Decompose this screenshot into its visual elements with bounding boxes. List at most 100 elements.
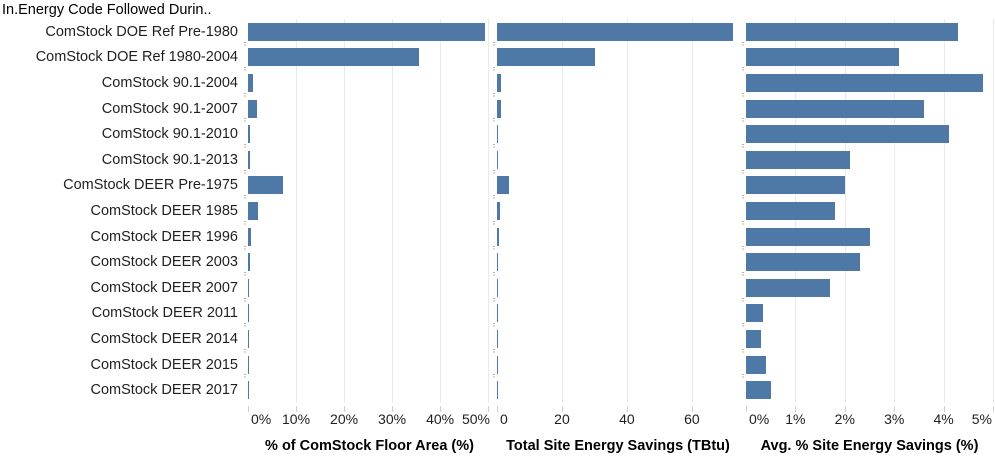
bar[interactable]	[746, 150, 850, 169]
chart-row	[248, 173, 491, 199]
bar[interactable]	[746, 48, 900, 67]
bar[interactable]	[248, 48, 419, 67]
x-axis-ticks-total-savings: 0 20 40 60	[497, 411, 739, 431]
row-label: ComStock DEER 2011	[91, 305, 238, 322]
bar[interactable]	[248, 201, 258, 220]
bar[interactable]	[746, 381, 771, 400]
axis-tick-label: 10%	[282, 411, 311, 427]
category-label-column: ComStock DOE Ref Pre-1980 ComStock DOE Re…	[0, 19, 243, 403]
row-separator-dots	[244, 92, 246, 98]
gridline	[894, 19, 896, 403]
bar[interactable]	[248, 381, 249, 400]
chart-row	[248, 198, 491, 224]
bar[interactable]	[497, 48, 596, 67]
bar[interactable]	[497, 150, 499, 169]
row-separator-dots	[493, 348, 495, 354]
chart-row	[746, 224, 993, 250]
bar[interactable]	[746, 304, 764, 323]
row-separator-dots	[742, 144, 744, 149]
row-separator-dots	[493, 41, 495, 47]
row-separator-dots	[742, 92, 744, 98]
bar[interactable]	[746, 227, 870, 246]
chart-row	[497, 70, 739, 96]
bar[interactable]	[248, 176, 284, 195]
bar[interactable]	[248, 73, 254, 92]
panel-total-site-energy-savings	[493, 19, 739, 412]
bar[interactable]	[248, 22, 485, 41]
bar[interactable]	[248, 304, 249, 323]
bar[interactable]	[497, 125, 499, 144]
bar[interactable]	[248, 99, 258, 118]
row-label: ComStock DEER 2003	[90, 254, 238, 271]
bar[interactable]	[497, 381, 498, 400]
bar[interactable]	[746, 329, 761, 348]
chart-row	[497, 173, 739, 199]
row-separator-dots	[493, 220, 495, 226]
bar[interactable]	[497, 227, 499, 246]
axis-tick-mark	[440, 406, 442, 412]
chart-row	[497, 45, 739, 71]
row-label: ComStock DEER 1985	[90, 202, 238, 219]
axis-tick-label: 2%	[834, 411, 855, 427]
row-separator-dots	[244, 348, 246, 354]
axis-title-avg-savings: Avg. % Site Energy Savings (%)	[760, 438, 979, 454]
x-axis-ticks-avg-savings: 0% 1% 2% 3% 4% 5%	[746, 411, 993, 431]
axis-tick-label: 60	[684, 411, 700, 427]
bar[interactable]	[248, 125, 250, 144]
bar[interactable]	[497, 304, 498, 323]
chart-row	[248, 121, 491, 147]
bar[interactable]	[746, 125, 949, 144]
bar[interactable]	[497, 278, 498, 297]
bar[interactable]	[746, 253, 860, 272]
bar[interactable]	[248, 227, 252, 246]
bar[interactable]	[497, 201, 500, 220]
axis-tick-mark	[626, 406, 628, 412]
bar[interactable]	[746, 278, 830, 297]
row-separator-dots	[493, 323, 495, 329]
bar[interactable]	[497, 22, 734, 41]
row-separator-dots	[742, 67, 744, 73]
bar[interactable]	[248, 329, 249, 348]
bar[interactable]	[746, 176, 845, 195]
row-separator-dots	[742, 118, 744, 124]
bar[interactable]	[497, 253, 498, 272]
bar[interactable]	[746, 73, 984, 92]
chart-row	[248, 147, 491, 173]
x-axis-ticks-floor-area: 0% 10% 20% 30% 40% 50%	[248, 411, 491, 431]
row-separator-dots	[493, 374, 495, 380]
row-separator-dots	[742, 323, 744, 329]
chart-row	[497, 198, 739, 224]
bar[interactable]	[248, 355, 249, 374]
axis-tick-label: 20%	[330, 411, 359, 427]
bar[interactable]	[497, 355, 498, 374]
bar[interactable]	[746, 99, 924, 118]
chart-row	[746, 249, 993, 275]
row-label: ComStock DEER 2017	[90, 382, 238, 399]
axis-tick-mark	[488, 406, 490, 412]
axis-tick-label: 5%	[971, 411, 992, 427]
gridline	[844, 19, 846, 403]
axis-tick-label: 40	[619, 411, 635, 427]
bar[interactable]	[746, 22, 959, 41]
bar[interactable]	[497, 176, 510, 195]
axis-tick-mark	[392, 406, 394, 412]
chart-row	[497, 249, 739, 275]
axis-tick-mark	[795, 406, 797, 412]
row-separator-dots	[244, 41, 246, 47]
bar[interactable]	[248, 253, 250, 272]
bar[interactable]	[746, 355, 766, 374]
row-separator-dots	[742, 169, 744, 175]
axis-tick-mark	[561, 406, 563, 412]
chart-row	[497, 377, 739, 403]
bar[interactable]	[746, 201, 835, 220]
gridline	[626, 19, 628, 403]
chart-row	[746, 121, 993, 147]
row-label: ComStock 90.1-2007	[101, 100, 238, 117]
bar[interactable]	[497, 73, 501, 92]
bar[interactable]	[497, 99, 501, 118]
bar[interactable]	[248, 150, 250, 169]
bar[interactable]	[248, 278, 249, 297]
chart-row	[497, 147, 739, 173]
bar[interactable]	[497, 329, 498, 348]
row-separator-dots	[493, 297, 495, 303]
